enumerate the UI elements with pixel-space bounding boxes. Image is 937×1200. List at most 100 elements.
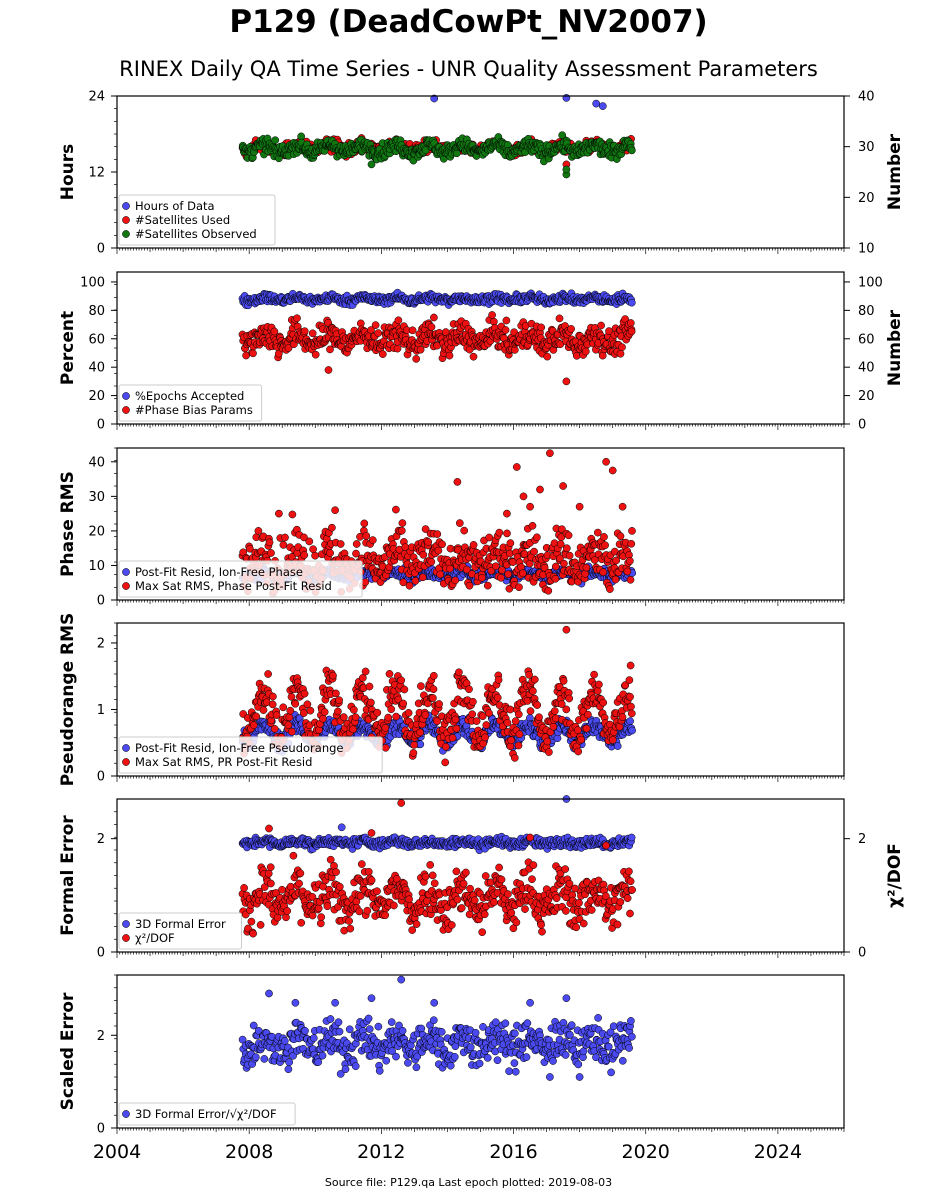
outlier-point xyxy=(536,485,544,494)
data-point xyxy=(308,329,317,338)
y2-tick-label: 10 xyxy=(858,242,875,257)
data-point xyxy=(249,349,257,358)
chart-subtitle: RINEX Daily QA Time Series - UNR Quality… xyxy=(119,57,818,81)
x-axis xyxy=(116,248,845,254)
data-point xyxy=(488,311,496,319)
y-axis-left: 0 20 40 60 80 100 Percent xyxy=(58,275,117,433)
y2-tick-label: 40 xyxy=(858,90,875,105)
outlier-point xyxy=(331,506,339,515)
y2-tick-label: 0 xyxy=(858,418,866,433)
y2-tick-label: 20 xyxy=(858,191,875,206)
data-point xyxy=(430,313,438,322)
series-2 xyxy=(238,311,636,386)
legend-marker xyxy=(122,202,130,210)
data-point xyxy=(506,539,515,547)
data-point xyxy=(300,689,309,698)
y2-tick-label: 80 xyxy=(858,304,875,319)
data-point xyxy=(564,531,573,540)
data-point xyxy=(419,550,428,559)
data-point xyxy=(361,578,370,587)
panel-3: 0 10 20 30 40 Phase RMS Post-Fit Resid, Ion-Fr… xyxy=(58,447,845,609)
data-point xyxy=(530,547,538,556)
data-point xyxy=(600,533,608,541)
y-axis-left: 0 12 24 Hours xyxy=(58,90,117,257)
data-point xyxy=(528,521,537,530)
data-point xyxy=(326,549,334,557)
data-point xyxy=(284,721,293,729)
data-point xyxy=(616,349,625,358)
data-point xyxy=(452,149,461,158)
data-point xyxy=(336,540,345,548)
data-point xyxy=(627,327,636,336)
data-point xyxy=(497,573,505,582)
outlier-point xyxy=(430,94,439,103)
data-point xyxy=(628,527,636,535)
data-point xyxy=(309,545,317,554)
outlier-point xyxy=(512,463,521,471)
data-point xyxy=(371,321,380,329)
outlier-point xyxy=(519,492,528,501)
data-point xyxy=(311,350,320,359)
data-point xyxy=(556,540,565,548)
data-point xyxy=(397,526,406,535)
y2-tick-label: 30 xyxy=(858,140,875,155)
data-point xyxy=(293,314,301,323)
data-point xyxy=(285,713,294,722)
data-point xyxy=(398,519,407,527)
data-point xyxy=(613,742,622,750)
data-point xyxy=(560,559,568,568)
data-point xyxy=(300,551,309,559)
data-point xyxy=(418,573,427,582)
data-point xyxy=(288,510,297,519)
data-point xyxy=(581,569,590,578)
data-point xyxy=(582,563,591,572)
data-point xyxy=(626,575,635,584)
data-point xyxy=(268,700,277,709)
data-point xyxy=(572,351,581,360)
legend-marker xyxy=(122,216,130,224)
data-point xyxy=(565,551,574,560)
data-point xyxy=(627,146,636,155)
data-point xyxy=(628,726,636,735)
data-point xyxy=(460,526,469,535)
legend-label: %Epochs Accepted xyxy=(135,389,244,403)
data-point xyxy=(515,583,523,592)
data-point xyxy=(618,343,626,352)
y2-axis-label: Number xyxy=(885,133,905,210)
data-point xyxy=(626,319,635,327)
data-point xyxy=(265,538,274,547)
data-point xyxy=(555,314,564,323)
data-point xyxy=(562,544,571,553)
data-point xyxy=(281,533,289,542)
legend-label: #Phase Bias Params xyxy=(135,403,253,417)
outlier-point xyxy=(367,160,376,169)
outlier-point xyxy=(559,482,567,490)
y2-tick-label: 100 xyxy=(858,275,883,290)
outlier-point xyxy=(324,366,333,374)
data-point xyxy=(392,505,400,514)
data-point xyxy=(393,344,402,353)
y-axis-right: 10 20 30 40 Number xyxy=(844,90,905,257)
legend-label: #Satellites Observed xyxy=(135,227,257,241)
y-tick-label: 24 xyxy=(88,90,105,105)
data-point xyxy=(416,345,425,354)
y-tick-label: 100 xyxy=(80,275,105,290)
data-point xyxy=(259,706,268,714)
y-tick-label: 0 xyxy=(97,418,105,433)
y-axis-label: Phase RMS xyxy=(58,471,78,577)
y2-tick-label: 20 xyxy=(858,389,875,404)
panel-2: 0 20 40 60 80 100 Percent 0 20 40 60 80 100 Number %Ep… xyxy=(58,271,905,433)
data-point xyxy=(544,586,553,595)
data-point xyxy=(533,533,541,542)
y2-tick-label: 60 xyxy=(858,332,875,347)
data-point xyxy=(279,703,288,712)
outlier-point xyxy=(503,509,511,518)
y-tick-label: 20 xyxy=(88,524,105,539)
y-tick-label: 20 xyxy=(88,389,105,404)
data-point xyxy=(626,557,634,565)
data-point xyxy=(368,536,377,544)
data-point xyxy=(252,712,261,721)
